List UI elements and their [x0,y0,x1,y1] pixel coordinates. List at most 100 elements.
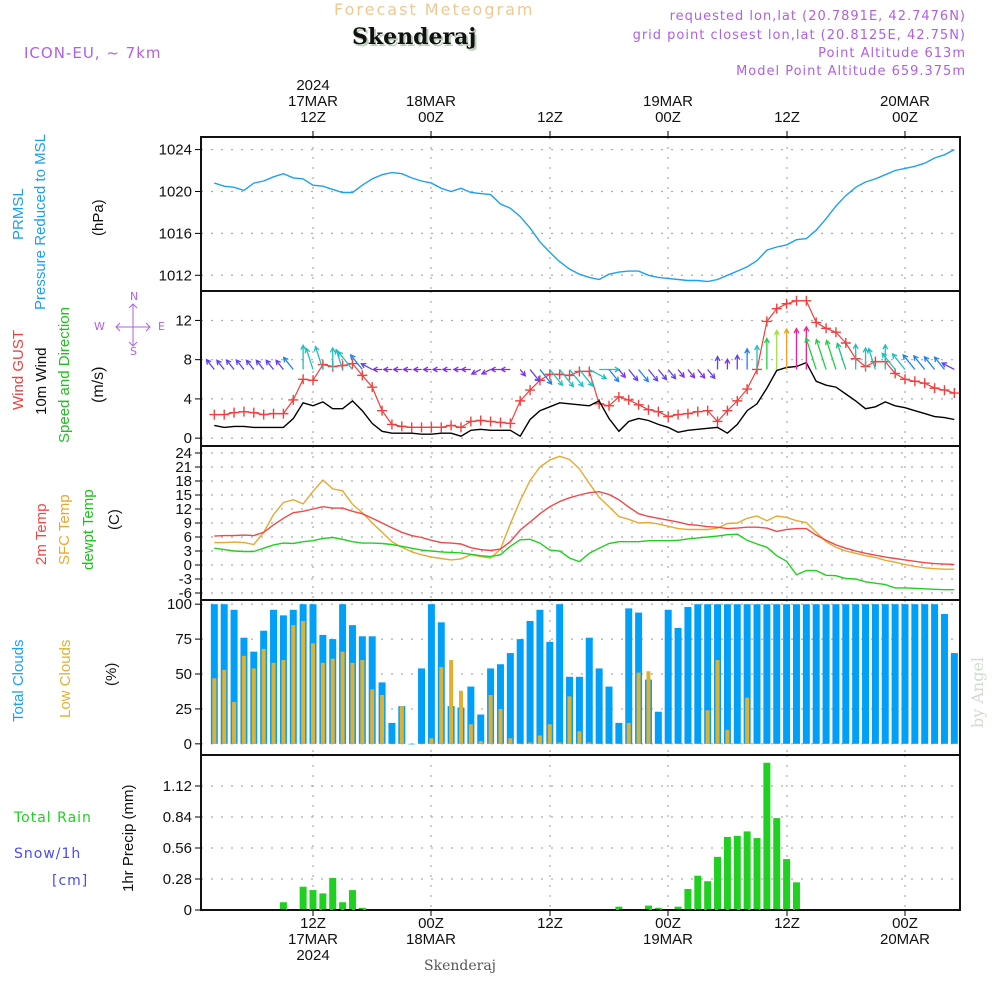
wind-arrow [867,347,877,370]
low-cloud-bar [547,724,552,744]
rain-bar [714,856,722,910]
y-tick-label: 1012 [159,267,192,284]
panel-3: 0 25 50 75 100 [167,596,961,756]
wind-arrow [687,369,696,379]
rain-bar [674,906,682,910]
time-axis-label: 20MAR 00Z [865,78,945,126]
wind-arrow [588,368,608,380]
time-axis-line: 00Z [655,915,681,932]
low-cloud-bar [557,742,562,744]
total-cloud-bar [733,604,741,744]
time-axis-line: 00Z [655,109,681,126]
time-axis-line: 12Z [774,915,800,932]
y-tick-label: 0 [184,430,192,447]
rain-bar [783,859,791,910]
gust-marker [890,368,901,379]
low-cloud-bar [212,678,217,744]
rain-bar [684,888,692,910]
gust-marker [653,406,664,417]
wind-arrow [638,369,650,383]
total-cloud-bar [684,606,692,744]
rain-bar [743,831,751,910]
gust-marker [840,337,851,348]
wind-arrow [773,329,780,370]
wind-arrow [724,357,731,370]
panel-4: 0 0.28 0.56 0.84 1.12 [163,754,961,919]
gust-marker [485,416,496,427]
low-cloud-bar [320,662,325,744]
low-cloud-bar [370,689,375,744]
wind-arrow [480,368,491,375]
time-axis-line: 12Z [537,109,563,126]
gust-marker [308,375,318,386]
rain-bar [299,886,307,910]
wind-arrow [216,359,225,370]
wind-arrow [862,346,869,370]
gust-marker [505,418,516,429]
total-cloud-bar [921,604,929,744]
time-axis-line: 18MAR [405,931,457,948]
total-cloud-bar [852,604,860,744]
requested-coords: requested lon,lat (20.7891E, 42.7476N) [669,9,966,24]
time-axis-line: 2024 [296,947,330,964]
total-cloud-bar [615,722,623,744]
low-cloud-bar [528,742,533,744]
wind-arrow [578,369,594,388]
gust-marker [377,405,388,416]
low-cloud-bar [222,669,227,744]
rain-bar [644,905,652,910]
rain-bar [279,902,287,910]
wind-arrow [902,353,916,370]
gust-marker [238,406,249,417]
wind-arrow [608,369,620,383]
y-tick-label: 0.28 [163,871,192,888]
total-cloud-bar [812,604,820,744]
dewpt-line [214,533,955,591]
wind-arrow [803,325,810,370]
total-cloud-bar [605,686,613,744]
wind-arrow [382,366,392,373]
low-cloud-bar [360,660,365,744]
low-cloud-bar [705,710,710,744]
gust-marker [564,370,575,381]
gust-marker [673,409,684,420]
total-cloud-bar [546,641,554,744]
wind-arrow [881,352,896,370]
time-axis-label: 00Z 19MAR [628,916,708,964]
total-cloud-bar [556,604,564,744]
wind-arrow [912,354,926,370]
low-cloud-bar [232,701,237,744]
low-cloud-bar [587,742,592,744]
gust-marker [909,376,920,387]
time-axis-line: 2024 [296,77,330,94]
wind-arrow [205,358,215,370]
model-label: ICON-EU, ~ 7km [24,44,162,62]
total-cloud-bar [792,604,800,744]
gust-marker [771,303,782,314]
wind-arrow [337,350,353,370]
rain-bar [733,835,741,910]
wind-arrow [891,352,906,370]
wind-arrow [940,362,955,371]
wind-arrow [835,341,847,370]
wind-arrow [539,369,553,386]
wind-arrow [677,369,685,379]
gust-marker [525,385,536,396]
rain-bar [773,818,781,910]
y-tick-label: 9 [184,515,192,532]
total-cloud-bar [802,604,810,744]
wind-arrow [489,366,501,373]
gust-marker [258,409,269,420]
compass-n: N [130,290,139,303]
total-cloud-bar [516,639,524,744]
time-axis-line: 19MAR [642,931,694,948]
wind-arrow [402,366,412,373]
wind-arrow [282,356,294,370]
time-axis-label: 19MAR 00Z [628,78,708,126]
wind-arrow [714,355,721,370]
low-cloud-bar [725,729,730,744]
total-cloud-bar [674,627,682,744]
y-tick-label: 50 [175,666,192,683]
gust-marker [367,382,378,393]
rain-bar [329,877,337,910]
